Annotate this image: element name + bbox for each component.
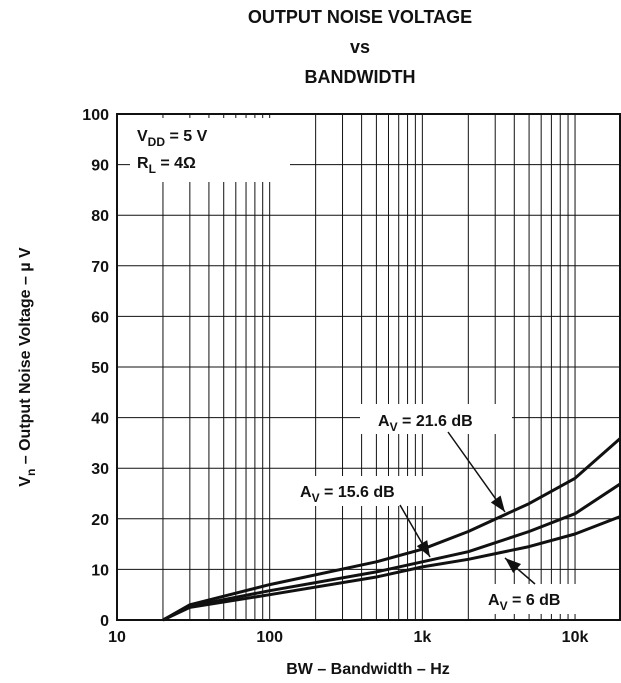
condition-vdd: VDD = 5 V xyxy=(137,128,208,149)
series-label-6: AV = 6 dB xyxy=(488,592,560,613)
conditions-box xyxy=(130,118,290,182)
x-axis-label: BW – Bandwidth – Hz xyxy=(286,661,450,678)
y-tick-label: 30 xyxy=(91,461,109,478)
plot-border xyxy=(116,113,621,621)
y-tick-label: 90 xyxy=(91,158,109,175)
grid xyxy=(116,113,621,621)
y-tick-label: 80 xyxy=(91,208,109,225)
label-bg-15-6 xyxy=(290,476,440,506)
y-tick-label: 60 xyxy=(91,309,109,326)
y-tick-label: 50 xyxy=(91,360,109,377)
chart-title-line-1: OUTPUT NOISE VOLTAGE xyxy=(248,7,472,27)
chart-title-line-3: BANDWIDTH xyxy=(305,67,416,87)
chart-title-line-2: vs xyxy=(350,37,370,57)
condition-rl: RL = 4Ω xyxy=(137,155,196,176)
series-line-2 xyxy=(162,514,621,622)
label-bg-21-6 xyxy=(360,404,512,434)
y-axis-label: Vn – Output Noise Voltage – µ V xyxy=(17,247,38,487)
arrow-15-6-head xyxy=(416,540,430,557)
x-tick-label: 1k xyxy=(413,629,431,646)
y-tick-label: 20 xyxy=(91,512,109,529)
x-tick-label: 10 xyxy=(108,629,126,646)
arrow-21-6-head xyxy=(490,495,505,512)
series-label-21-6: AV = 21.6 dB xyxy=(378,413,473,434)
y-tick-label: 40 xyxy=(91,411,109,428)
y-tick-label: 0 xyxy=(100,613,109,630)
y-tick-label: 10 xyxy=(91,562,109,579)
label-arrows xyxy=(399,431,536,585)
series-label-15-6: AV = 15.6 dB xyxy=(300,484,395,505)
y-tick-label: 100 xyxy=(82,107,109,124)
label-bg-6 xyxy=(478,584,588,614)
arrow-21-6-line xyxy=(447,431,506,513)
x-tick-label: 100 xyxy=(256,629,283,646)
series-line-1 xyxy=(162,482,621,622)
arrow-6-head xyxy=(505,558,522,574)
x-tick-label: 10k xyxy=(562,629,589,646)
y-tick-label: 70 xyxy=(91,259,109,276)
